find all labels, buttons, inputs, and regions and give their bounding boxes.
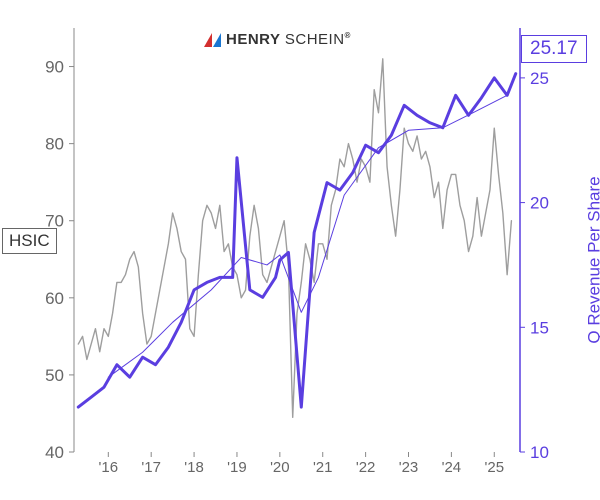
right-axis-label: Q Revenue Per Share [584, 176, 600, 343]
svg-text:80: 80 [45, 135, 64, 154]
chart-container: 40506070809010152025'16'17'18'19'20'21'2… [0, 0, 600, 500]
logo-text-1: HENRY [226, 31, 280, 48]
svg-text:'23: '23 [399, 459, 419, 476]
svg-text:25: 25 [530, 69, 549, 88]
logo-icon [204, 33, 222, 47]
logo-text: HENRY SCHEIN® [226, 31, 351, 48]
svg-text:60: 60 [45, 289, 64, 308]
brand-logo: HENRY SCHEIN® [204, 31, 351, 48]
svg-text:'17: '17 [141, 459, 161, 476]
svg-text:20: 20 [530, 194, 549, 213]
svg-text:'16: '16 [99, 459, 119, 476]
svg-text:'19: '19 [227, 459, 247, 476]
ticker-text: HSIC [9, 231, 50, 250]
svg-text:50: 50 [45, 366, 64, 385]
logo-text-2: SCHEIN [285, 31, 345, 48]
value-highlight-box: 25.17 [521, 35, 587, 63]
svg-text:90: 90 [45, 58, 64, 77]
svg-text:'24: '24 [442, 459, 462, 476]
svg-text:10: 10 [530, 443, 549, 462]
chart-svg: 40506070809010152025'16'17'18'19'20'21'2… [0, 0, 600, 500]
svg-text:'18: '18 [184, 459, 204, 476]
ticker-label: HSIC [2, 228, 57, 254]
svg-text:'20: '20 [270, 459, 290, 476]
svg-text:'21: '21 [313, 459, 333, 476]
svg-text:15: 15 [530, 318, 549, 337]
svg-text:'25: '25 [484, 459, 504, 476]
svg-text:'22: '22 [356, 459, 376, 476]
value-highlight-text: 25.17 [530, 38, 578, 59]
svg-text:40: 40 [45, 443, 64, 462]
